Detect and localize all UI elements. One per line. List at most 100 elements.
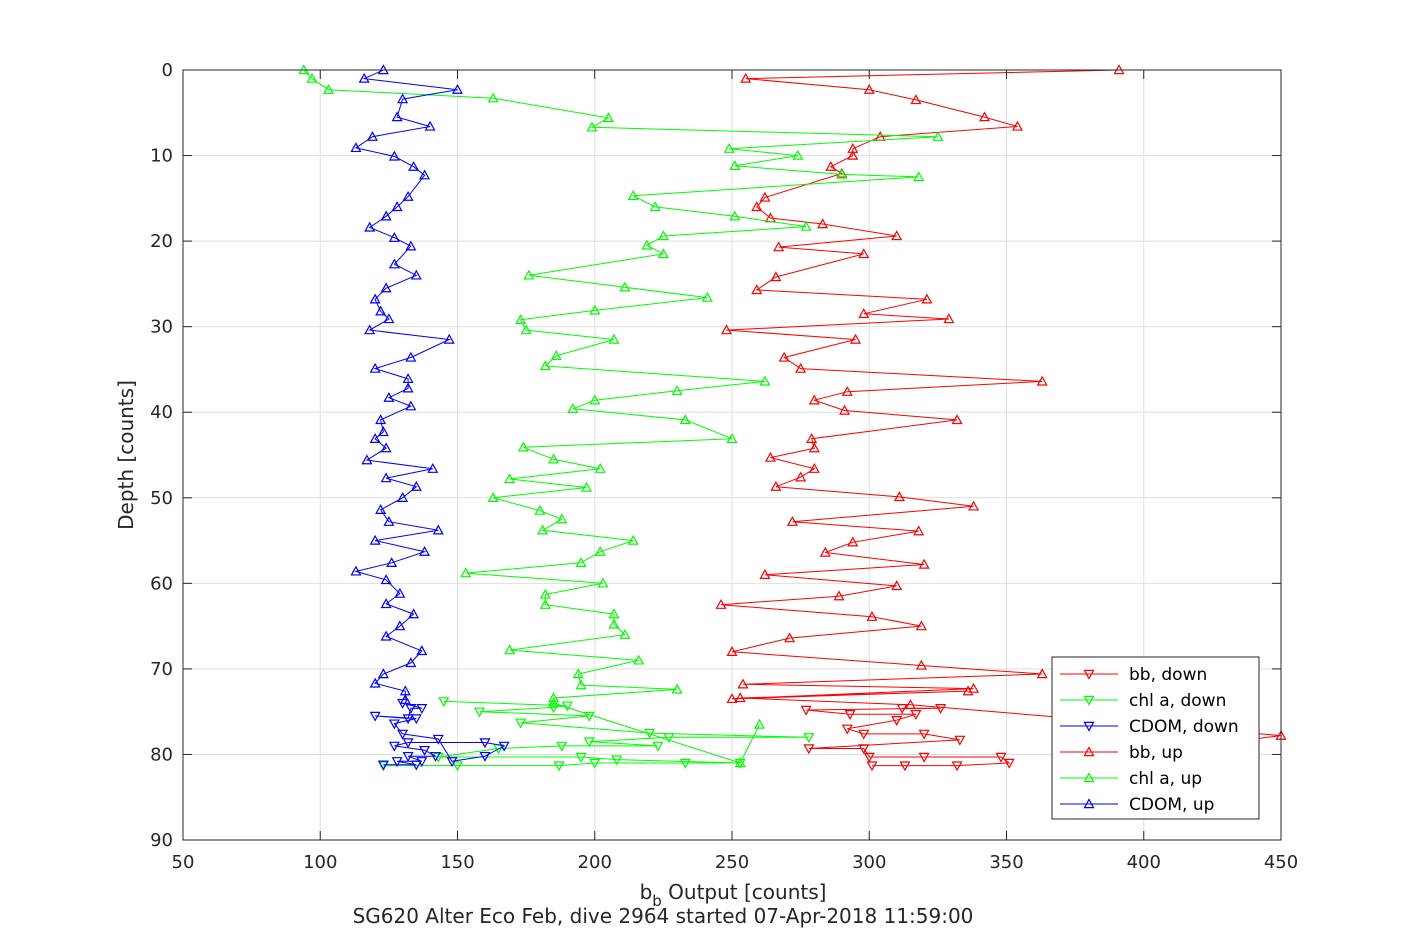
data-point <box>408 608 420 619</box>
data-point <box>375 305 387 316</box>
data-point <box>377 760 389 771</box>
data-point <box>891 230 903 241</box>
data-point <box>523 269 535 280</box>
data-point <box>726 433 738 443</box>
data-point <box>589 394 601 405</box>
data-point <box>968 682 980 693</box>
data-point <box>841 724 853 735</box>
data-point <box>548 697 560 708</box>
data-point <box>720 324 733 335</box>
data-point <box>548 703 560 714</box>
data-point <box>594 545 606 556</box>
data-point <box>737 678 749 689</box>
data-point <box>388 231 400 242</box>
legend-entry-label: chl a, up <box>1129 769 1202 789</box>
data-point <box>962 685 974 696</box>
data-point <box>498 741 510 752</box>
data-point <box>841 385 853 396</box>
data-point <box>575 557 587 568</box>
data-point <box>419 169 431 180</box>
data-point <box>366 130 378 141</box>
data-point <box>726 646 738 656</box>
data-point <box>394 620 406 631</box>
data-point <box>847 142 859 153</box>
ticks <box>182 69 1282 841</box>
data-point <box>432 524 444 535</box>
data-point <box>1036 375 1048 386</box>
data-point <box>817 218 829 229</box>
data-point <box>899 761 911 772</box>
data-point <box>402 373 414 384</box>
x-tick-label: 150 <box>440 852 474 873</box>
data-point <box>537 524 549 535</box>
data-point <box>419 545 431 556</box>
data-point <box>369 433 381 443</box>
data-point <box>405 657 417 668</box>
data-point <box>306 72 318 83</box>
data-point <box>679 414 691 425</box>
data-point <box>729 160 741 171</box>
data-point <box>627 190 639 200</box>
data-point <box>550 350 562 360</box>
data-point <box>589 304 601 315</box>
y-axis-label: Depth [counts] <box>114 380 138 530</box>
data-point <box>803 744 815 755</box>
data-point <box>611 755 623 766</box>
data-point <box>594 462 606 473</box>
data-point <box>391 201 403 212</box>
data-point <box>548 453 560 464</box>
data-point <box>380 282 392 293</box>
x-tick-label: 400 <box>1127 852 1161 873</box>
data-point <box>915 659 927 670</box>
data-point <box>913 171 925 182</box>
data-point <box>388 258 400 269</box>
data-point <box>416 757 428 768</box>
data-point <box>759 191 771 202</box>
data-point <box>388 150 400 161</box>
data-point <box>806 433 818 443</box>
data-point <box>825 160 837 171</box>
data-point <box>954 735 966 746</box>
data-point <box>633 654 645 665</box>
data-point <box>608 618 620 629</box>
data-point <box>388 719 400 730</box>
data-point <box>369 293 381 304</box>
data-point <box>759 375 771 386</box>
data-point <box>397 492 409 502</box>
data-point <box>391 757 403 768</box>
series-line <box>806 707 1011 767</box>
data-point <box>388 741 400 752</box>
data-point <box>786 515 798 526</box>
data-point <box>839 404 851 415</box>
data-point <box>918 752 930 763</box>
data-point <box>432 734 444 745</box>
data-point <box>847 149 859 160</box>
data-point <box>995 752 1007 763</box>
data-point <box>553 761 565 772</box>
data-point <box>751 284 763 295</box>
data-point <box>350 142 362 153</box>
series-line <box>383 700 809 767</box>
data-point <box>383 313 395 324</box>
data-point <box>410 269 422 280</box>
data-point <box>836 168 848 179</box>
data-point <box>729 210 741 221</box>
data-point <box>1036 668 1048 679</box>
data-point <box>548 692 560 703</box>
legend-swatch-marker <box>1083 798 1095 809</box>
legend-swatch-marker <box>1083 721 1095 732</box>
data-point <box>405 704 417 714</box>
data-point <box>443 333 455 344</box>
data-point <box>361 454 373 465</box>
data-point <box>399 693 411 704</box>
data-point <box>364 324 376 335</box>
data-point <box>795 471 807 482</box>
data-point <box>819 546 831 557</box>
data-point <box>808 442 820 453</box>
data-point <box>410 714 422 725</box>
data-point <box>1011 120 1023 131</box>
data-point <box>784 632 796 643</box>
data-point <box>539 360 551 371</box>
data-point <box>402 714 414 725</box>
data-point <box>383 515 395 526</box>
